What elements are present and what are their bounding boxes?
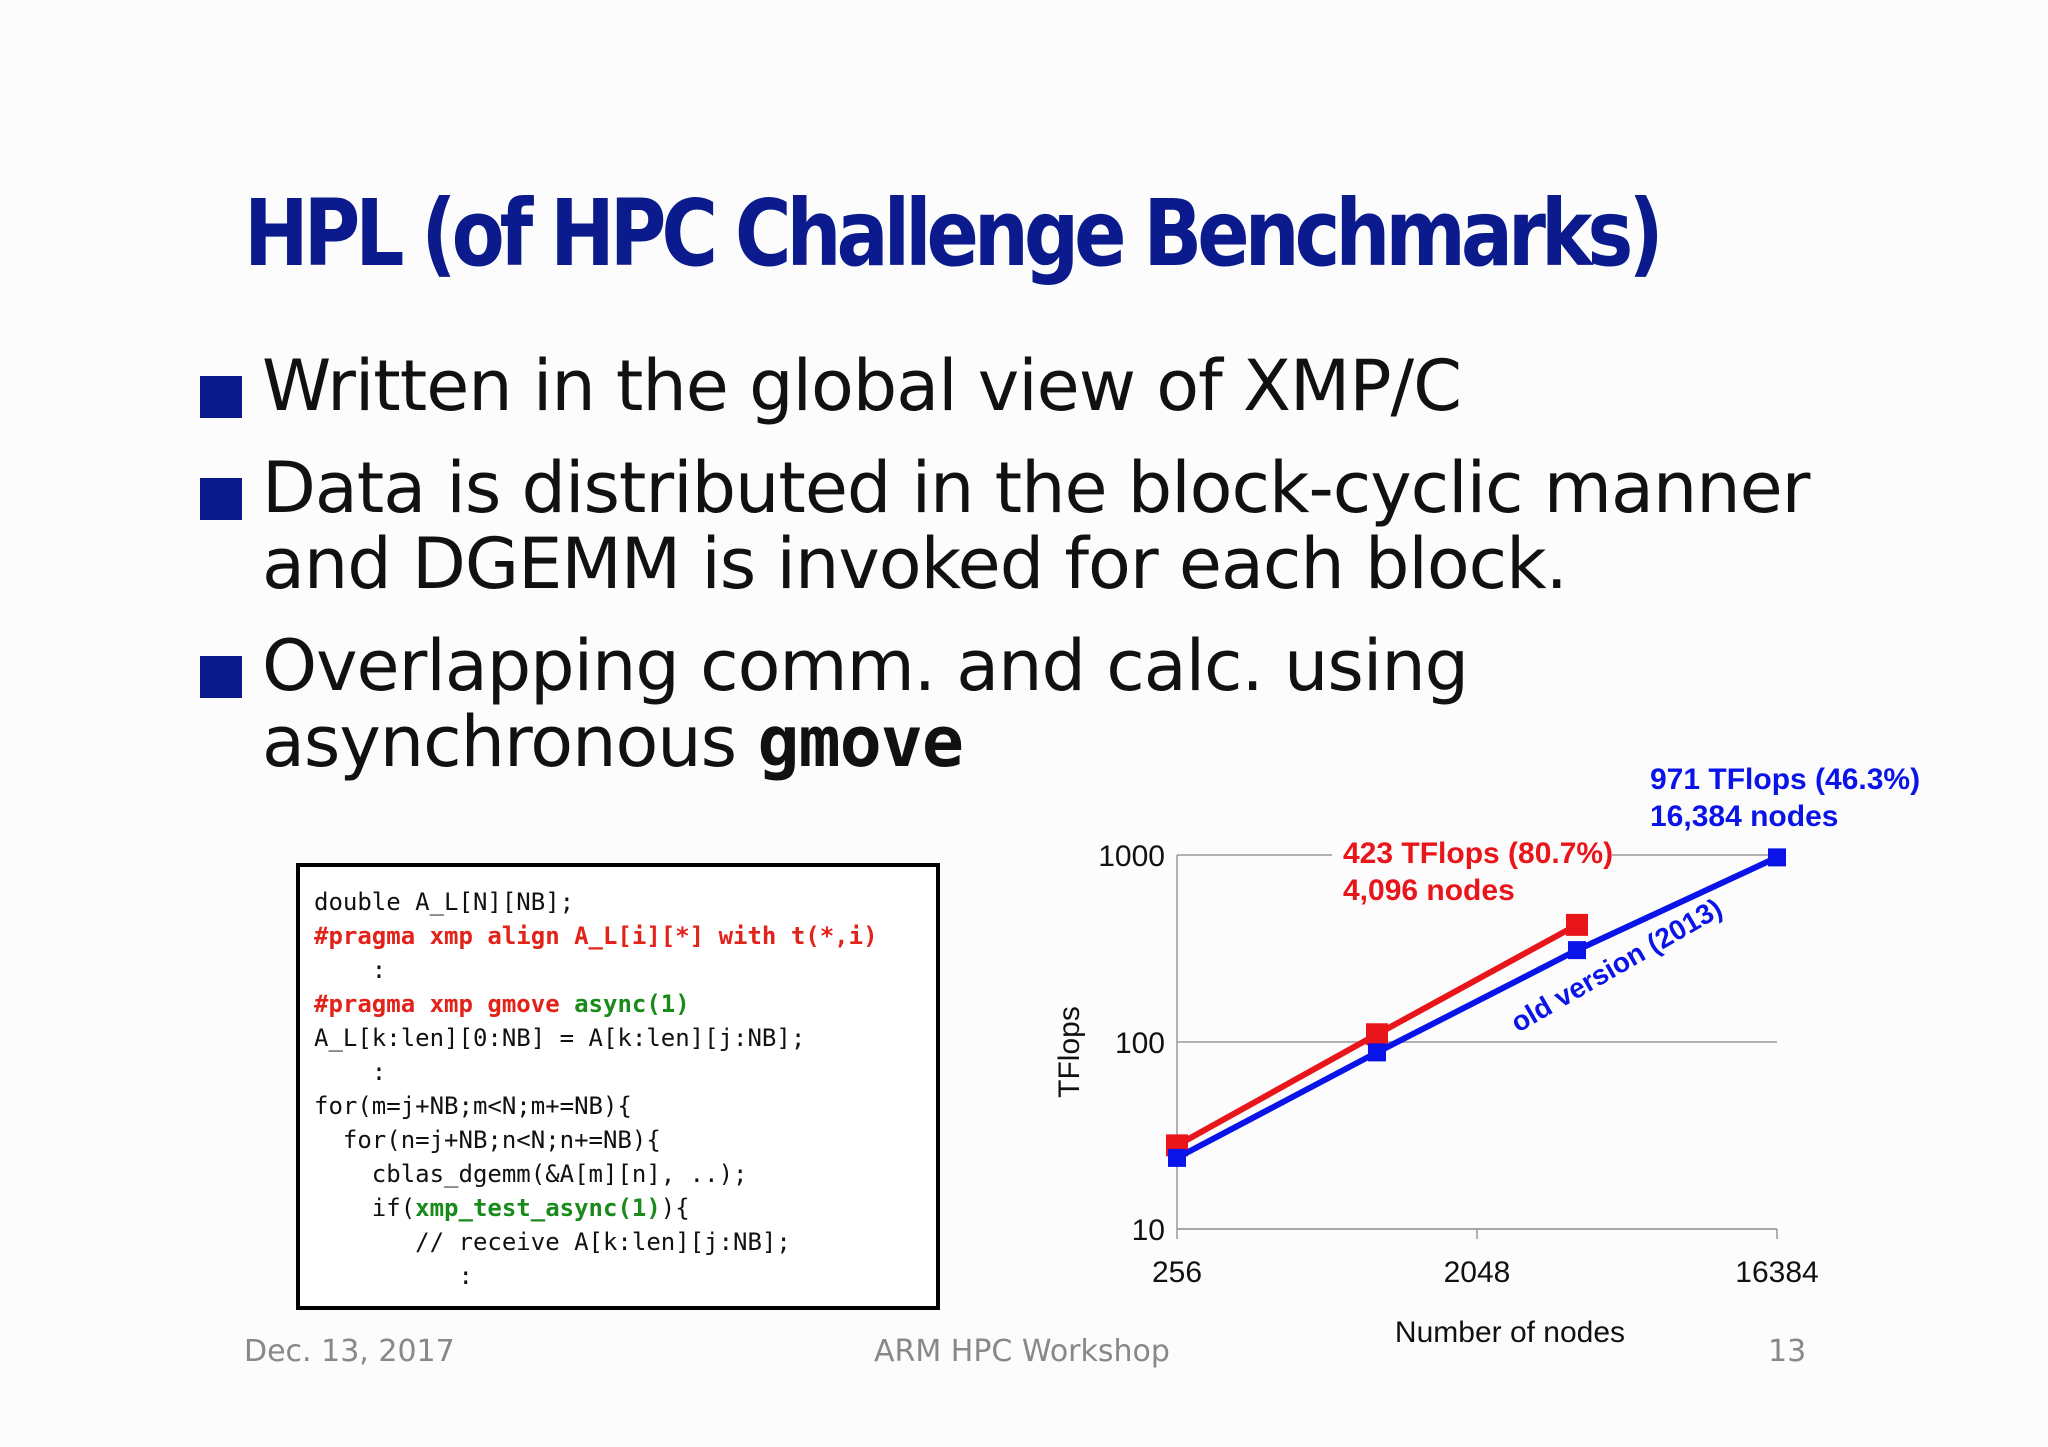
code-token: : xyxy=(314,1058,387,1086)
data-point-marker xyxy=(1768,848,1786,867)
code-line: #pragma xmp gmove async(1) xyxy=(314,987,922,1021)
bullet-square-icon xyxy=(200,478,242,520)
y-axis-label: TFlops xyxy=(1053,1006,1086,1098)
code-line: : xyxy=(314,1055,922,1089)
bullet-item: Written in the global view of XMP/C xyxy=(200,348,1900,424)
annotation-background xyxy=(1332,836,1612,872)
code-line: for(n=j+NB;n<N;n+=NB){ xyxy=(314,1123,922,1157)
code-line: : xyxy=(314,953,922,987)
annotation-red: 4,096 nodes xyxy=(1343,874,1515,907)
y-tick-label: 100 xyxy=(1115,1027,1165,1060)
series-line xyxy=(1175,854,1779,1161)
code-token: if( xyxy=(314,1194,416,1222)
x-tick-label: 16384 xyxy=(1735,1256,1818,1289)
bullet-list: Written in the global view of XMP/C Data… xyxy=(200,348,1900,806)
code-line: for(m=j+NB;m<N;m+=NB){ xyxy=(314,1089,922,1123)
code-line: : xyxy=(314,1259,922,1293)
code-token: async(1) xyxy=(574,990,690,1018)
code-line: if(xmp_test_async(1)){ xyxy=(314,1191,922,1225)
x-tick-label: 256 xyxy=(1152,1256,1202,1289)
data-point-marker xyxy=(1568,941,1586,960)
data-point-marker xyxy=(1366,1023,1388,1046)
code-token: #pragma xmp gmove xyxy=(314,990,575,1018)
code-token: // receive A[k:len][j:NB]; xyxy=(314,1228,791,1256)
code-line: double A_L[N][NB]; xyxy=(314,885,922,919)
code-token: #pragma xmp align A_L[i][*] with t(*,i) xyxy=(314,922,878,950)
bullet-item: Data is distributed in the block-cyclic … xyxy=(200,450,1900,602)
y-tick-label: 10 xyxy=(1132,1214,1165,1247)
code-token: xmp_test_async(1) xyxy=(415,1194,661,1222)
code-listing: double A_L[N][NB]; #pragma xmp align A_L[… xyxy=(296,863,940,1310)
slide-title: HPL (of HPC Challenge Benchmarks) xyxy=(244,180,1664,287)
performance-chart: 10 100 1000 256 2048 16384 Number of nodes TFlo… xyxy=(1053,763,1920,1349)
footer-event: ARM HPC Workshop xyxy=(874,1334,1170,1369)
annotation-red: 423 TFlops (80.7%) xyxy=(1343,837,1613,870)
code-token: A_L[k:len][0:NB] = A[k:len][j:NB]; xyxy=(314,1024,806,1052)
bullet-text: Data is distributed in the block-cyclic … xyxy=(262,447,1810,605)
code-token: for(n=j+NB;n<N;n+=NB){ xyxy=(314,1126,661,1154)
annotation-old-version: old version (2013) xyxy=(1506,892,1728,1038)
code-line: #pragma xmp align A_L[i][*] with t(*,i) xyxy=(314,919,922,953)
bullet-square-icon xyxy=(200,656,242,698)
bullet-text: Written in the global view of XMP/C xyxy=(262,345,1462,427)
data-point-marker xyxy=(1566,913,1588,936)
code-token: cblas_dgemm(&A[m][n], ..); xyxy=(314,1160,748,1188)
code-line: A_L[k:len][0:NB] = A[k:len][j:NB]; xyxy=(314,1021,922,1055)
code-token: for(m=j+NB;m<N;m+=NB){ xyxy=(314,1092,632,1120)
code-token: double A_L[N][NB]; xyxy=(314,888,575,916)
bullet-square-icon xyxy=(200,376,242,418)
annotation-blue: 971 TFlops (46.3%) xyxy=(1650,763,1920,796)
footer-date: Dec. 13, 2017 xyxy=(244,1334,455,1369)
x-tick-label: 2048 xyxy=(1444,1256,1511,1289)
code-line: cblas_dgemm(&A[m][n], ..); xyxy=(314,1157,922,1191)
bullet-item: Overlapping comm. and calc. using asynch… xyxy=(200,628,1900,780)
code-token: : xyxy=(314,1262,473,1290)
annotation-blue: 16,384 nodes xyxy=(1650,800,1838,833)
bullet-text: Overlapping comm. and calc. using asynch… xyxy=(262,625,1469,783)
code-line: // receive A[k:len][j:NB]; xyxy=(314,1225,922,1259)
bullet-code-word: gmove xyxy=(757,701,964,783)
x-axis-label: Number of nodes xyxy=(1395,1316,1625,1349)
data-point-marker xyxy=(1368,1043,1386,1062)
footer-page-number: 13 xyxy=(1768,1334,1807,1369)
data-point-marker xyxy=(1168,1148,1186,1167)
code-token: ){ xyxy=(660,1194,690,1222)
code-token: : xyxy=(314,956,387,984)
y-tick-label: 1000 xyxy=(1098,840,1165,873)
